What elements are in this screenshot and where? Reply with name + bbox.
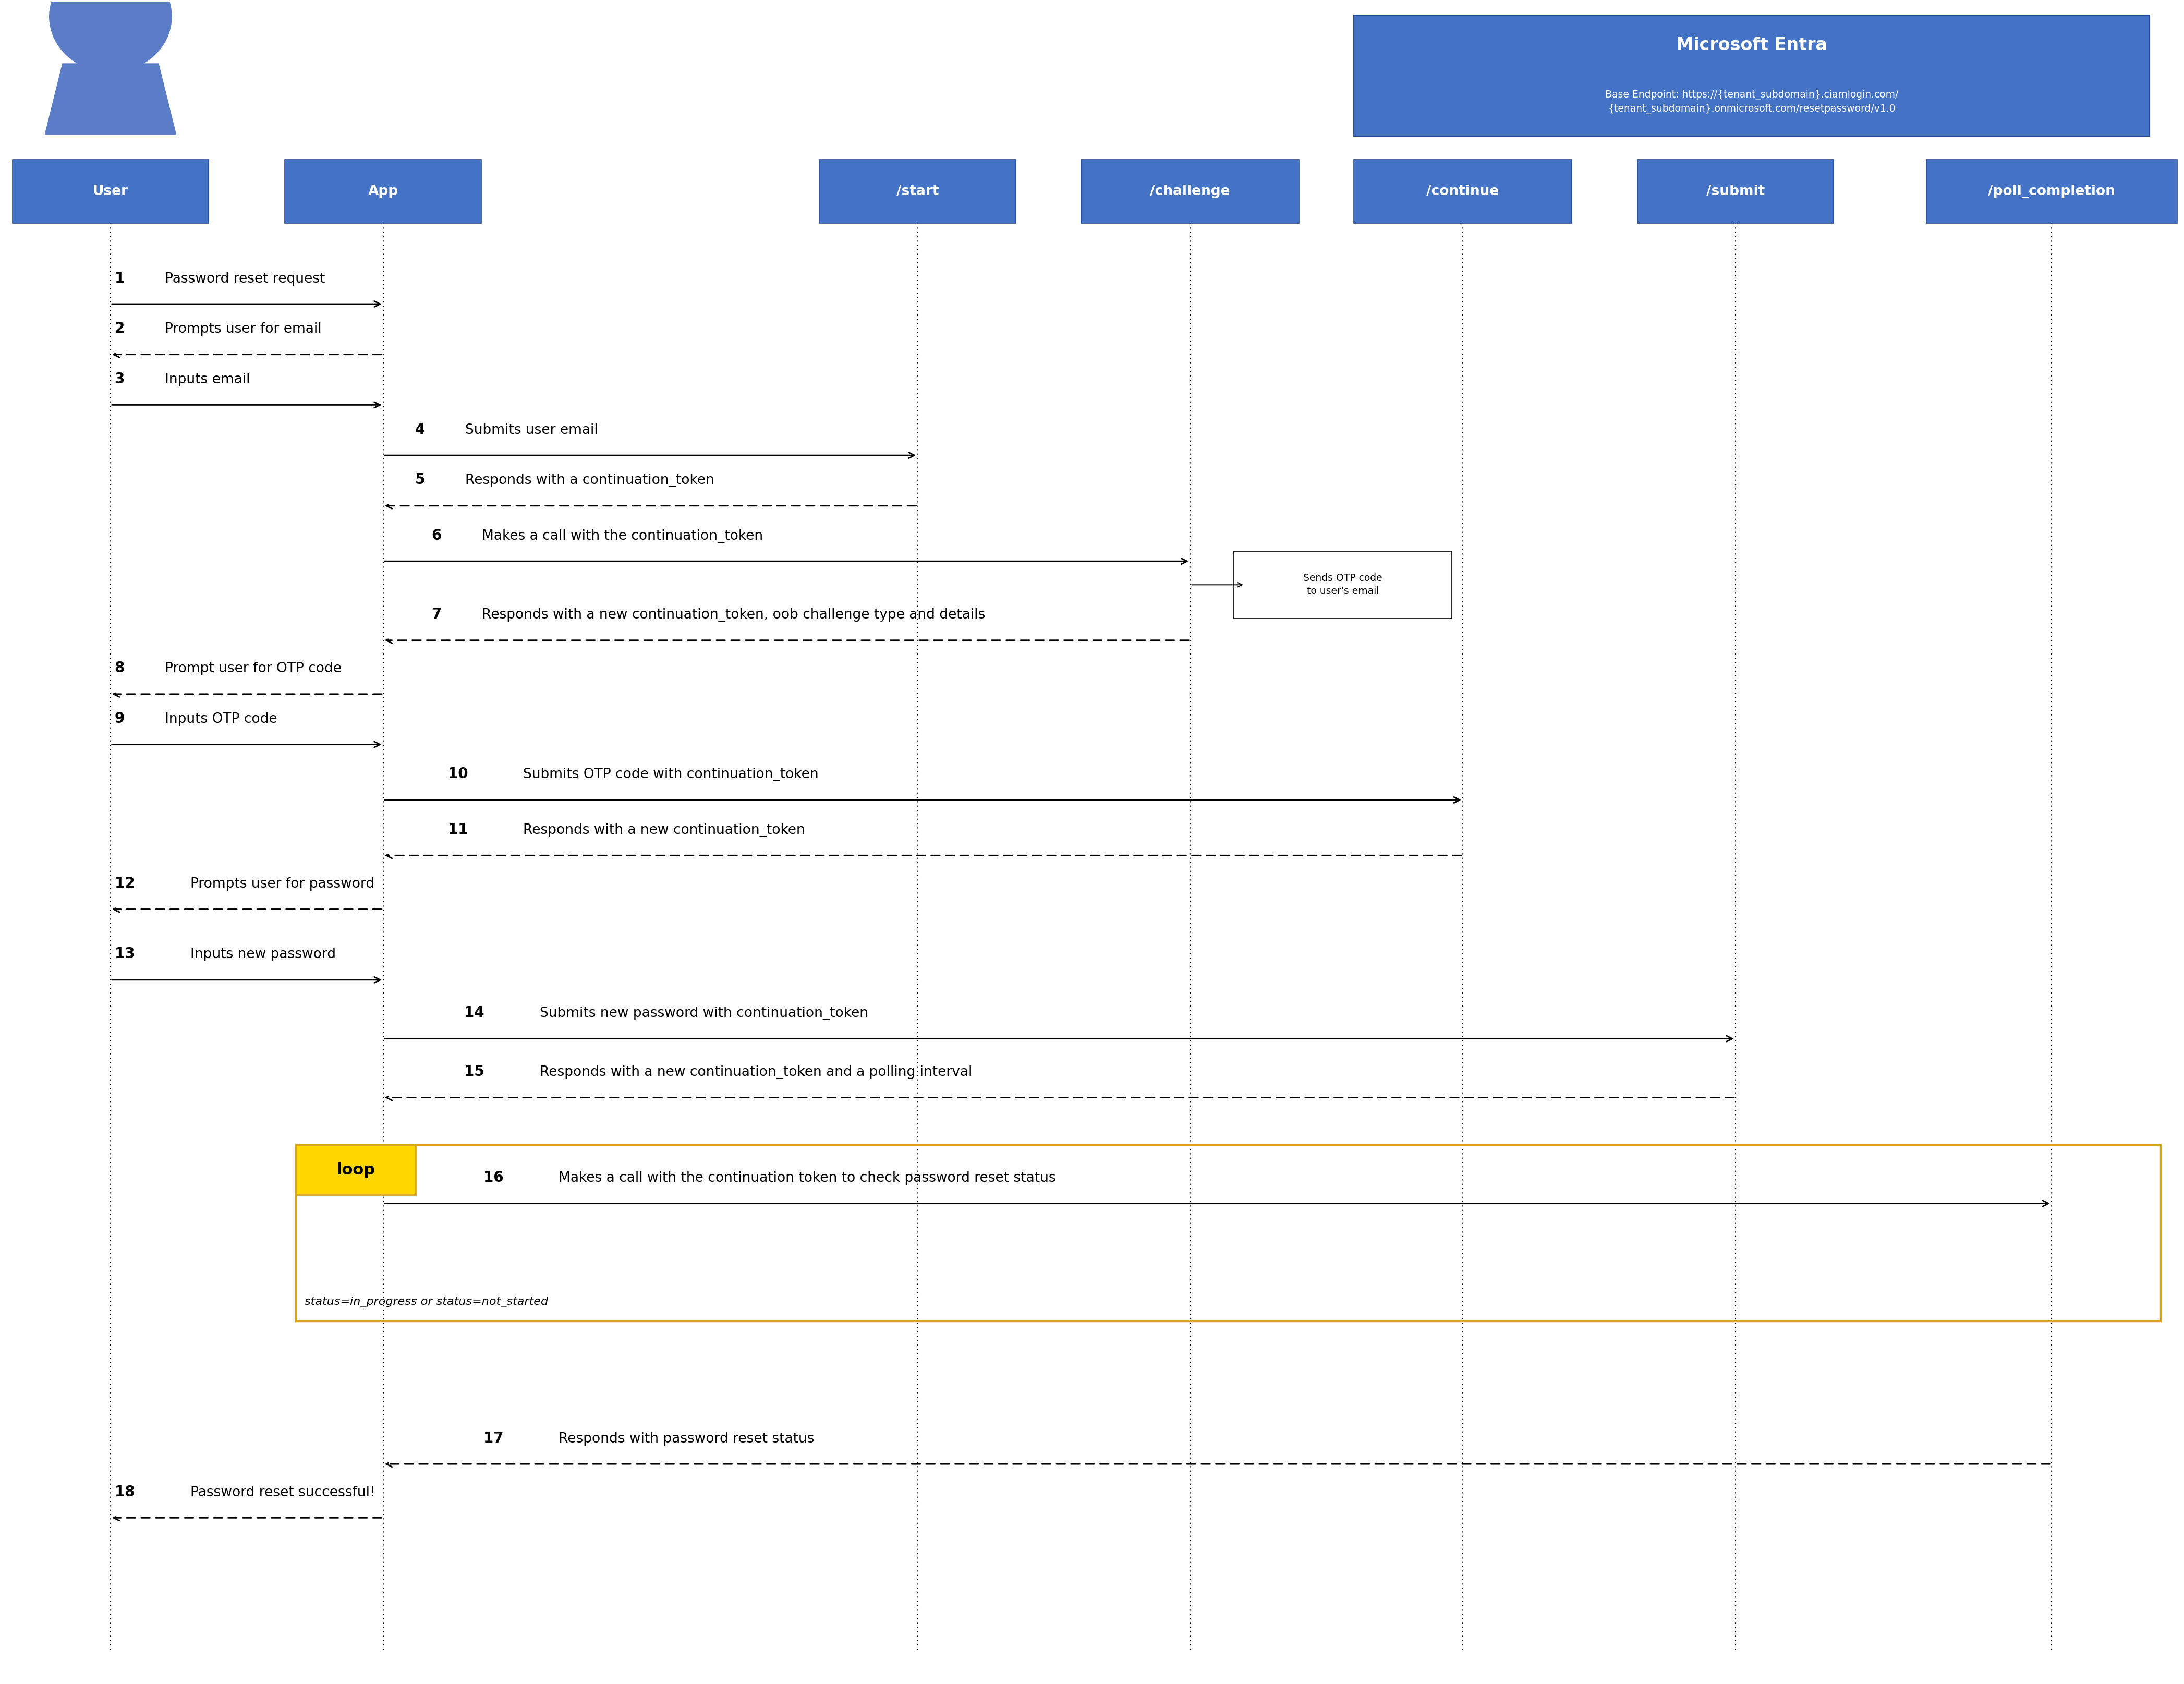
FancyBboxPatch shape — [1926, 160, 2177, 224]
FancyBboxPatch shape — [13, 160, 210, 224]
Text: 2: 2 — [116, 322, 131, 337]
FancyBboxPatch shape — [1081, 160, 1299, 224]
Text: Makes a call with the continuation_token: Makes a call with the continuation_token — [483, 529, 762, 542]
Text: 8: 8 — [116, 660, 131, 675]
Polygon shape — [46, 64, 177, 135]
Text: /continue: /continue — [1426, 185, 1498, 199]
Text: 17: 17 — [483, 1431, 509, 1445]
Text: Submits OTP code with continuation_token: Submits OTP code with continuation_token — [524, 768, 819, 781]
Text: Inputs OTP code: Inputs OTP code — [166, 712, 277, 726]
FancyBboxPatch shape — [1354, 15, 2149, 136]
Text: 18: 18 — [116, 1485, 140, 1499]
Text: Prompts user for email: Prompts user for email — [166, 322, 321, 337]
Text: 3: 3 — [116, 372, 131, 386]
Text: Responds with a new continuation_token, oob challenge type and details: Responds with a new continuation_token, … — [483, 608, 985, 621]
Text: Base Endpoint: https://{tenant_subdomain}.ciamlogin.com/
{tenant_subdomain}.onmi: Base Endpoint: https://{tenant_subdomain… — [1605, 89, 1898, 115]
Text: Responds with password reset status: Responds with password reset status — [559, 1431, 815, 1445]
Text: 1: 1 — [116, 271, 129, 286]
Text: Responds with a new continuation_token and a polling interval: Responds with a new continuation_token a… — [539, 1066, 972, 1079]
FancyBboxPatch shape — [295, 1145, 415, 1196]
Text: 15: 15 — [465, 1064, 489, 1079]
FancyBboxPatch shape — [1354, 160, 1572, 224]
Text: Password reset successful!: Password reset successful! — [190, 1485, 376, 1499]
Text: 14: 14 — [465, 1005, 489, 1021]
Text: 10: 10 — [448, 766, 474, 781]
FancyBboxPatch shape — [819, 160, 1016, 224]
Text: Prompts user for password: Prompts user for password — [190, 877, 373, 891]
Text: Makes a call with the continuation token to check password reset status: Makes a call with the continuation token… — [559, 1172, 1055, 1186]
Text: 5: 5 — [415, 473, 430, 487]
Text: 4: 4 — [415, 423, 430, 436]
Ellipse shape — [50, 0, 173, 72]
Text: 7: 7 — [432, 608, 448, 621]
Text: 11: 11 — [448, 822, 474, 837]
Text: Responds with a continuation_token: Responds with a continuation_token — [465, 473, 714, 487]
Text: Submits user email: Submits user email — [465, 423, 598, 436]
Text: /start: /start — [895, 185, 939, 199]
Text: 6: 6 — [432, 529, 448, 542]
Text: 12: 12 — [116, 876, 140, 891]
Text: Password reset request: Password reset request — [166, 273, 325, 286]
Text: /poll_completion: /poll_completion — [1987, 185, 2116, 199]
Text: Prompt user for OTP code: Prompt user for OTP code — [166, 662, 343, 675]
Text: User: User — [92, 185, 129, 199]
Text: 13: 13 — [116, 946, 140, 962]
Text: loop: loop — [336, 1162, 376, 1177]
Text: Responds with a new continuation_token: Responds with a new continuation_token — [524, 823, 806, 837]
FancyBboxPatch shape — [284, 160, 480, 224]
Text: status=in_progress or status=not_started: status=in_progress or status=not_started — [304, 1297, 548, 1308]
Text: Sends OTP code
to user's email: Sends OTP code to user's email — [1304, 573, 1382, 596]
Text: App: App — [367, 185, 397, 199]
Text: 9: 9 — [116, 711, 129, 726]
Text: /submit: /submit — [1706, 185, 1765, 199]
FancyBboxPatch shape — [1638, 160, 1835, 224]
Text: /challenge: /challenge — [1151, 185, 1230, 199]
Text: Microsoft Entra: Microsoft Entra — [1675, 37, 1828, 54]
FancyBboxPatch shape — [1234, 551, 1452, 618]
Text: Inputs email: Inputs email — [166, 372, 251, 386]
Text: Inputs new password: Inputs new password — [190, 948, 336, 962]
Text: 16: 16 — [483, 1170, 509, 1186]
Text: Submits new password with continuation_token: Submits new password with continuation_t… — [539, 1007, 867, 1021]
